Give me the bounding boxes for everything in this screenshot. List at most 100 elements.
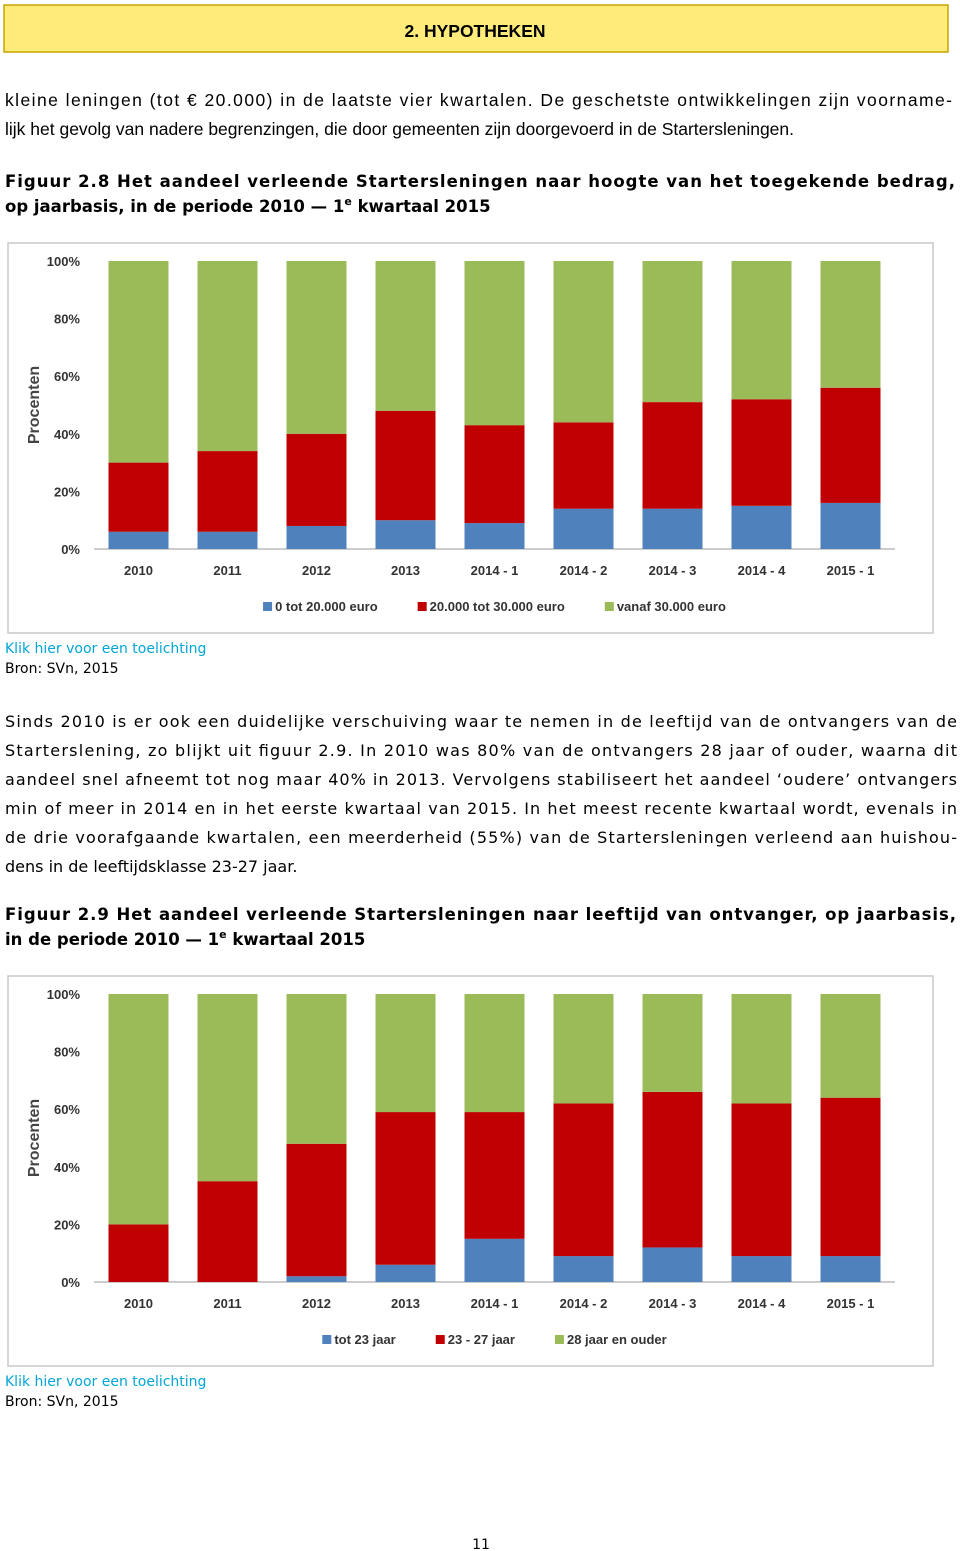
x-tick-label: 2010 (124, 563, 153, 578)
y-tick-label: 40% (54, 1160, 80, 1175)
bar-segment (642, 994, 703, 1092)
bar-segment (820, 502, 881, 549)
caption-text: op jaarbasis, in de periode 2010 — 1 (5, 197, 344, 216)
caption-sup: e (219, 928, 226, 941)
y-tick-label: 20% (54, 484, 80, 499)
chart: 0% 20% 40% 60% 80% 100% Procenten 2010 2011 2012 2… (7, 975, 934, 1367)
body-line: de drie voorafgaande kwartalen, een meer… (5, 828, 957, 847)
y-axis-label: Procenten (26, 1099, 43, 1177)
x-tick-label: 2010 (124, 1296, 153, 1311)
x-tick-label: 2014 - 1 (471, 563, 519, 578)
body-line: Starterslening, zo blijkt uit figuur 2.9… (5, 741, 957, 760)
bar-segment (375, 410, 436, 521)
legend-swatch (435, 1335, 445, 1344)
header-title: 2. HYPOTHEKEN (405, 21, 546, 41)
body-line: dens in de leeftijdsklasse 23-27 jaar. (5, 857, 297, 876)
bar-segment (553, 1256, 614, 1282)
bar-segment (197, 451, 258, 532)
y-tick-label: 100% (47, 987, 81, 1002)
y-axis-label: Procenten (26, 366, 43, 444)
bar-segment (553, 508, 614, 549)
header-box (3, 4, 949, 53)
legend-label: 0 tot 20.000 euro (275, 599, 378, 614)
bar-segment (197, 1181, 258, 1282)
caption-text: kwartaal 2015 (227, 930, 366, 949)
bar-segment (286, 1143, 347, 1277)
x-tick-label: 2013 (391, 1296, 420, 1311)
x-tick-label: 2012 (302, 563, 331, 578)
bar-segment (108, 994, 169, 1225)
body-line: Sinds 2010 is er ook een duidelijke vers… (5, 712, 957, 731)
bar-segment (820, 1097, 881, 1257)
bar-segment (464, 1112, 525, 1239)
legend-label: vanaf 30.000 euro (617, 599, 726, 614)
bar-segment (286, 525, 347, 549)
x-tick-label: 2014 - 2 (560, 563, 608, 578)
figure-caption: Figuur 2.9 Het aandeel verleende Starter… (5, 905, 956, 924)
x-tick-label: 2013 (391, 563, 420, 578)
y-tick-label: 0% (61, 1275, 80, 1290)
bar-segment (464, 261, 525, 426)
y-tick-label: 60% (54, 1102, 80, 1117)
x-tick-label: 2014 - 4 (738, 1296, 786, 1311)
legend-swatch (263, 602, 273, 611)
y-tick-label: 60% (54, 369, 80, 384)
chart: 0% 20% 40% 60% 80% 100% Procenten 2010 2011 2012 2… (7, 242, 934, 634)
bar-segment (820, 261, 881, 388)
bar-segment (464, 1238, 525, 1282)
intro-line: kleine leningen (tot € 20.000) in de laa… (5, 90, 952, 110)
intro-line: lijk het gevolg van nadere begrenzingen,… (5, 119, 794, 139)
x-tick-label: 2014 - 4 (738, 563, 786, 578)
bar-segment (731, 994, 792, 1104)
bar-segment (286, 1276, 347, 1282)
bar-segment (197, 531, 258, 549)
legend-swatch (554, 1335, 564, 1344)
bar-segment (464, 425, 525, 524)
bar-segment (642, 508, 703, 549)
y-tick-label: 80% (54, 1045, 80, 1060)
bar-segment (642, 402, 703, 509)
y-tick-label: 20% (54, 1217, 80, 1232)
bar-segment (731, 1103, 792, 1257)
figure-caption: op jaarbasis, in de periode 2010 — 1e kw… (5, 195, 491, 216)
x-tick-label: 2014 - 2 (560, 1296, 608, 1311)
link[interactable]: Klik hier voor een toelichting (5, 1374, 206, 1390)
bar-segment (375, 1264, 436, 1282)
page-number: 11 (472, 1537, 490, 1551)
body-line: aandeel snel afneemt tot nog maar 40% in… (5, 770, 957, 789)
bar-segment (464, 523, 525, 549)
bar-segment (820, 994, 881, 1098)
bar-segment (108, 531, 169, 549)
bar-segment (286, 994, 347, 1144)
y-tick-label: 80% (54, 312, 80, 327)
source: Bron: SVn, 2015 (5, 661, 119, 677)
link[interactable]: Klik hier voor een toelichting (5, 641, 206, 657)
bar-segment (464, 994, 525, 1113)
bar-segment (286, 261, 347, 434)
bar-segment (731, 505, 792, 549)
y-tick-label: 40% (54, 427, 80, 442)
bar-segment (375, 261, 436, 411)
legend-swatch (322, 1335, 332, 1344)
bar-segment (197, 994, 258, 1182)
figure-caption: Figuur 2.8 Het aandeel verleende Starter… (5, 172, 955, 191)
legend: tot 23 jaar 23 - 27 jaar 28 jaar en ouder (322, 1332, 667, 1347)
legend-swatch (604, 602, 614, 611)
bar-segment (731, 1256, 792, 1282)
bar-segment (642, 1247, 703, 1282)
bar-segment (375, 1112, 436, 1265)
figure-caption: in de periode 2010 — 1e kwartaal 2015 (5, 928, 365, 949)
source: Bron: SVn, 2015 (5, 1394, 119, 1410)
bar-segment (642, 261, 703, 403)
legend-label: 23 - 27 jaar (448, 1332, 515, 1347)
legend-label: tot 23 jaar (334, 1332, 395, 1347)
bar-segment (553, 1103, 614, 1257)
x-tick-label: 2015 - 1 (827, 1296, 875, 1311)
legend: 0 tot 20.000 euro 20.000 tot 30.000 euro v… (263, 599, 726, 614)
bar-segment (197, 261, 258, 452)
x-tick-label: 2015 - 1 (827, 563, 875, 578)
y-tick-label: 100% (47, 254, 81, 269)
caption-text: kwartaal 2015 (352, 197, 491, 216)
bar-segment (731, 399, 792, 506)
